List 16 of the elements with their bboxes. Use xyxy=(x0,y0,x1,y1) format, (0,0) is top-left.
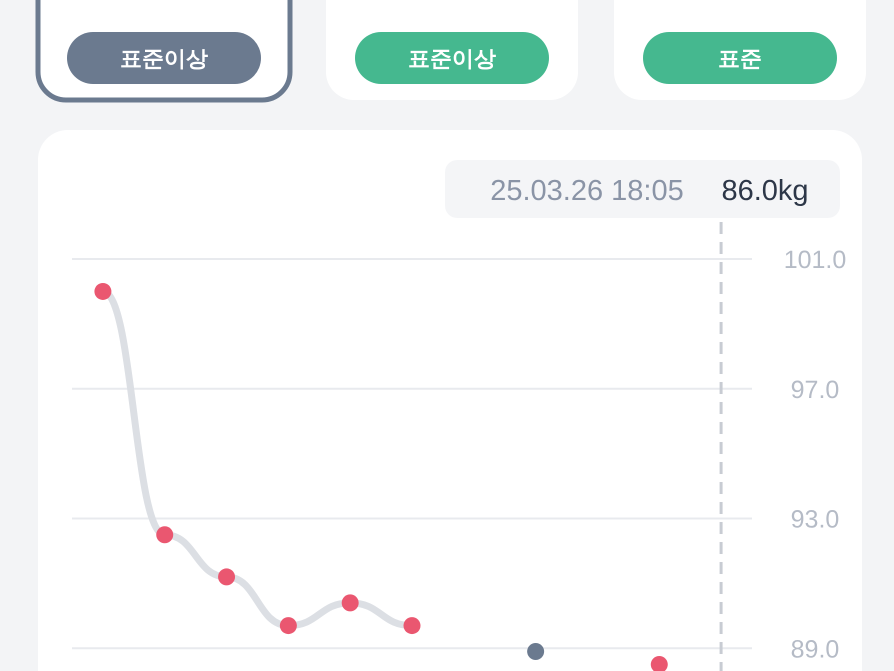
point xyxy=(218,568,236,586)
text: 표준이상 xyxy=(120,46,208,71)
text: 25.03.26 18:05 xyxy=(490,175,684,207)
y-tick-label: 89.0 xyxy=(790,635,840,664)
y-tick-label: 101.0 xyxy=(784,246,846,274)
text: 표준이상 xyxy=(408,46,496,71)
point xyxy=(342,594,359,612)
point xyxy=(404,617,420,634)
point xyxy=(527,643,544,660)
text: 86.0kg xyxy=(721,175,809,207)
point xyxy=(156,526,174,544)
y-tick-label: 93.0 xyxy=(790,506,840,534)
text: 표준 xyxy=(718,46,762,71)
point xyxy=(94,282,112,300)
point xyxy=(280,617,297,634)
y-tick-label: 97.0 xyxy=(790,376,840,404)
